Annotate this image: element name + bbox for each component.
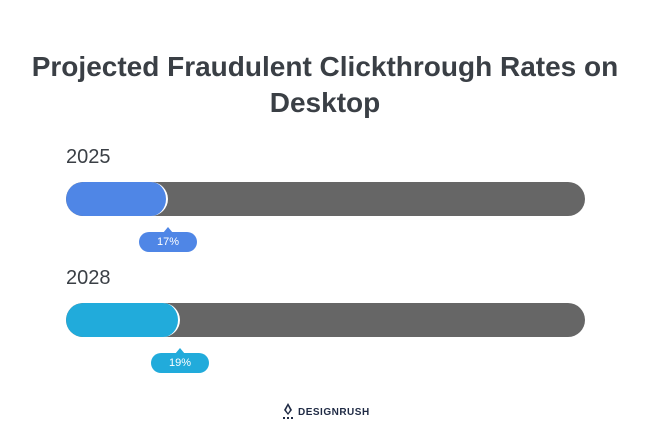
- value-label-2028: 19%: [151, 348, 209, 373]
- bar-label-2025: 2025: [66, 146, 111, 168]
- chart-title: Projected Fraudulent Clickthrough Rates …: [31, 51, 619, 118]
- brand-logo: DESIGNRUSH: [282, 403, 370, 421]
- bar-fill-2025: [66, 182, 168, 216]
- designrush-logo-icon: [283, 403, 293, 419]
- bar-fill-2028: [66, 303, 180, 337]
- value-label-2025: 17%: [139, 227, 197, 252]
- bar-track-2025: [66, 182, 585, 216]
- brand-name: DESIGNRUSH: [298, 406, 370, 418]
- bar-track-2028: [66, 303, 585, 337]
- bar-label-2028: 2028: [66, 267, 111, 289]
